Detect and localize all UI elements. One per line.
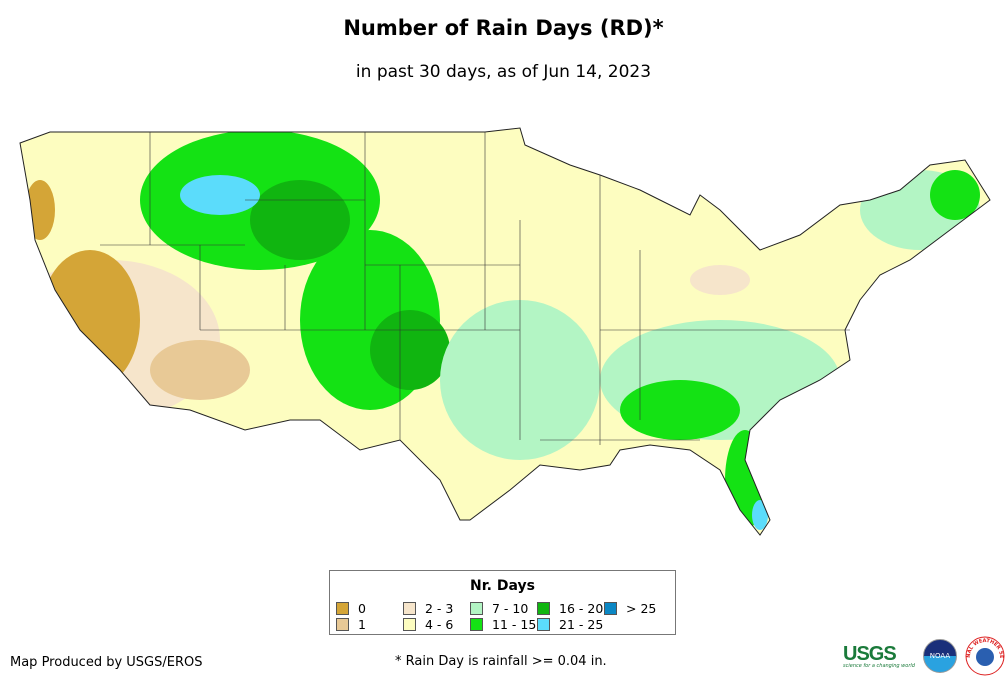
legend-item-7-10: 7 - 10: [470, 601, 528, 616]
legend-item-11-15: 11 - 15: [470, 617, 536, 632]
noaa-logo-text: NOAA: [929, 652, 951, 660]
legend-title: Nr. Days: [470, 578, 535, 594]
map-credit: Map Produced by USGS/EROS: [10, 655, 203, 670]
legend-label: 7 - 10: [492, 601, 529, 616]
map-subtitle: in past 30 days, as of Jun 14, 2023: [355, 62, 652, 82]
region-16-20: [250, 180, 350, 260]
usgs-logo: USGS science for a changing world: [843, 644, 915, 669]
legend-item-over-25: > 25: [604, 601, 656, 616]
footnote: * Rain Day is rainfall >= 0.04 in.: [395, 654, 607, 669]
usgs-tagline: science for a changing world: [843, 662, 915, 669]
region-16-20: [370, 310, 450, 390]
usgs-logo-text: USGS: [843, 642, 897, 665]
legend-swatch: [537, 602, 550, 615]
legend-item-16-20: 16 - 20: [537, 601, 603, 616]
legend-label: > 25: [626, 601, 657, 616]
legend-swatch: [604, 602, 617, 615]
legend-label: 11 - 15: [492, 617, 537, 632]
us-rain-days-map: [19, 127, 991, 536]
legend-label: 21 - 25: [559, 617, 604, 632]
legend-swatch: [403, 602, 416, 615]
legend-swatch: [470, 602, 483, 615]
legend-label: 1: [358, 617, 366, 632]
legend-item-4-6: 4 - 6: [403, 617, 453, 632]
legend-label: 2 - 3: [425, 601, 454, 616]
legend-swatch: [336, 602, 349, 615]
legend-item-1: 1: [336, 617, 366, 632]
region-2-3: [690, 265, 750, 295]
legend: Nr. Days 0 1 2 - 3 4 - 6 7 - 10 11 - 15 …: [329, 570, 676, 635]
legend-label: 4 - 6: [425, 617, 454, 632]
legend-label: 16 - 20: [559, 601, 604, 616]
map-title: Number of Rain Days (RD)*: [343, 16, 664, 40]
legend-swatch: [336, 618, 349, 631]
region-0: [40, 250, 140, 390]
nws-logo: NATIONAL WEATHER SERVICE: [965, 636, 1005, 676]
noaa-logo: NOAA: [922, 639, 957, 673]
legend-item-2-3: 2 - 3: [403, 601, 453, 616]
legend-swatch: [470, 618, 483, 631]
region-11-15: [620, 380, 740, 440]
agency-logos: USGS science for a changing world NOAA N…: [843, 636, 1005, 676]
legend-item-21-25: 21 - 25: [537, 617, 603, 632]
legend-item-0: 0: [336, 601, 366, 616]
region-21-25: [180, 175, 260, 215]
region-0: [25, 180, 55, 240]
region-21-25: [752, 500, 768, 530]
region-11-15: [930, 170, 980, 220]
region-1: [150, 340, 250, 400]
legend-label: 0: [358, 601, 366, 616]
legend-swatch: [537, 618, 550, 631]
legend-swatch: [403, 618, 416, 631]
